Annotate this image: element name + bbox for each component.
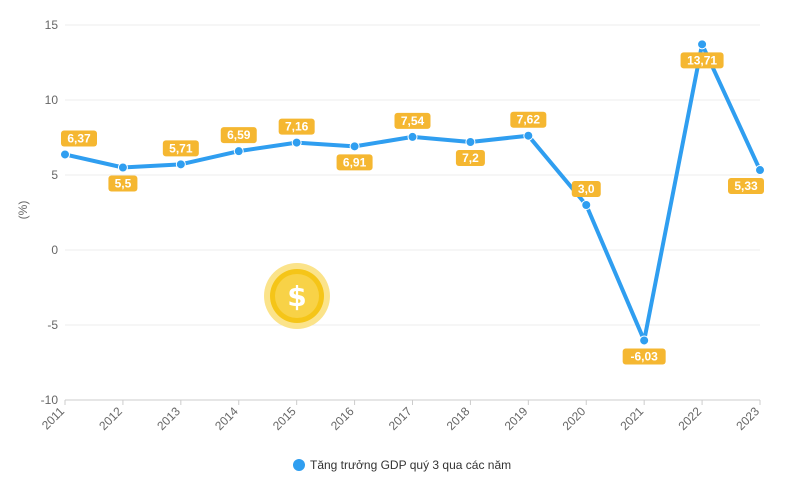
x-tick-label: 2020 xyxy=(560,404,589,433)
data-point[interactable] xyxy=(60,149,70,160)
data-label-bg xyxy=(61,130,97,147)
series-polyline xyxy=(63,42,762,343)
x-tick-label: 2019 xyxy=(502,404,531,433)
data-label-bg xyxy=(680,52,724,69)
x-tick-label: 2015 xyxy=(270,404,299,433)
y-tick-label: 0 xyxy=(51,243,58,257)
dollar-coin-icon: $ xyxy=(264,263,330,329)
data-label-text: 7,54 xyxy=(401,114,425,128)
x-tick-label: 2013 xyxy=(154,404,183,433)
data-point[interactable] xyxy=(233,146,244,157)
y-tick-label: 10 xyxy=(45,93,59,107)
data-label-bg xyxy=(108,175,138,192)
data-label-bg xyxy=(394,112,431,129)
data-label: 7,16 xyxy=(278,118,315,135)
data-point[interactable] xyxy=(349,141,360,152)
data-label: 5,71 xyxy=(162,140,199,157)
svg-text:$: $ xyxy=(287,280,306,313)
data-label-text: 5,71 xyxy=(169,141,193,155)
data-point[interactable] xyxy=(581,200,592,210)
data-label-bg xyxy=(336,154,373,171)
legend-marker xyxy=(293,459,305,471)
y-tick-label: -10 xyxy=(41,393,59,407)
data-label-bg xyxy=(162,140,199,157)
data-label: 5,5 xyxy=(108,175,138,192)
data-label: 5,33 xyxy=(728,178,764,195)
grid-lines xyxy=(65,24,760,401)
data-label-bg xyxy=(622,348,666,365)
data-label-bg xyxy=(728,178,764,195)
data-label: 7,62 xyxy=(510,111,547,128)
data-label-text: 13,71 xyxy=(687,53,717,67)
x-tick-label: 2011 xyxy=(39,404,67,432)
data-label-bg xyxy=(220,127,257,144)
data-point[interactable] xyxy=(175,159,186,170)
x-tick-label: 2021 xyxy=(618,404,647,433)
y-axis-label: (%) xyxy=(16,201,30,220)
data-label-text: 5,5 xyxy=(115,177,132,191)
data-label-text: 6,91 xyxy=(343,155,367,169)
data-point[interactable] xyxy=(291,137,302,148)
data-label-bg xyxy=(278,118,315,135)
legend[interactable]: Tăng trưởng GDP quý 3 qua các năm xyxy=(293,458,511,472)
data-label: 3,0 xyxy=(571,181,601,197)
y-tick-label: 5 xyxy=(51,168,58,182)
data-label-bg xyxy=(510,111,547,128)
x-tick-label: 2022 xyxy=(675,404,704,433)
x-tick-label: 2023 xyxy=(733,404,762,433)
x-tick-label: 2014 xyxy=(212,404,241,433)
data-point[interactable] xyxy=(465,137,476,147)
data-label-bg xyxy=(571,181,601,197)
data-point[interactable] xyxy=(117,162,128,173)
y-axis-ticks: 15 10 5 0 -5 -10 xyxy=(41,18,59,407)
x-tick-label: 2018 xyxy=(444,404,473,433)
data-label-text: 7,16 xyxy=(285,120,309,134)
y-tick-label: 15 xyxy=(45,18,59,32)
data-points xyxy=(60,39,765,346)
data-label-text: 3,0 xyxy=(578,182,595,196)
data-label-text: 5,33 xyxy=(734,179,758,193)
data-point[interactable] xyxy=(407,131,418,142)
data-label: 6,59 xyxy=(220,127,257,144)
data-label: 6,91 xyxy=(336,154,373,171)
data-label-text: 7,2 xyxy=(462,151,479,165)
data-label-bg xyxy=(455,150,485,166)
data-label-text: 6,59 xyxy=(227,128,251,142)
data-label: 7,2 xyxy=(455,150,485,166)
data-label: -6,03 xyxy=(622,348,666,365)
data-labels: 6,37 5,5 5,71 6,59 7,16 6,91 7,54 7,2 7,62 3,0 -6,… xyxy=(61,52,764,365)
data-label-text: 6,37 xyxy=(67,131,91,145)
series-line xyxy=(63,42,762,343)
data-point[interactable] xyxy=(639,335,650,346)
x-tick-label: 2017 xyxy=(386,404,415,433)
data-label-text: 7,62 xyxy=(517,113,541,127)
x-axis-ticks: 2011 2012 2013 2014 2015 2016 2017 2018 2019 2020… xyxy=(39,400,762,433)
data-label: 6,37 xyxy=(61,130,97,147)
data-point[interactable] xyxy=(523,130,534,141)
data-point[interactable] xyxy=(755,165,765,176)
x-tick-label: 2012 xyxy=(96,404,125,433)
data-label: 7,54 xyxy=(394,112,431,129)
data-point[interactable] xyxy=(697,39,708,50)
legend-label: Tăng trưởng GDP quý 3 qua các năm xyxy=(310,458,511,472)
y-tick-label: -5 xyxy=(47,318,58,332)
x-tick-label: 2016 xyxy=(328,404,357,433)
data-label: 13,71 xyxy=(680,52,724,69)
data-label-text: -6,03 xyxy=(630,349,658,363)
